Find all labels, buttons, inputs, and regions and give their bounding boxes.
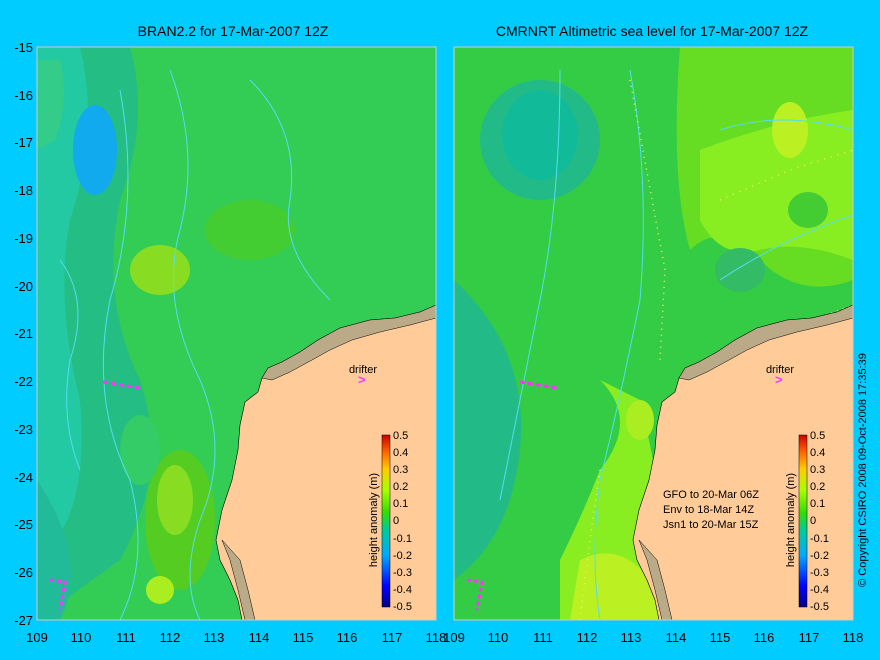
left-colorbar: 0.5 0.4 0.3 0.2 0.1 0 -0.1 -0.2 -0.3 -0.… [368, 430, 412, 613]
left-x-tick: 118 [426, 630, 447, 645]
left-colorbar-tick: 0.1 [393, 498, 408, 510]
right-drifter-track-2 [466, 578, 484, 611]
left-low-anomaly [73, 105, 117, 195]
right-colorbar-tick: -0.4 [810, 584, 829, 596]
left-y-tick: -16 [14, 88, 33, 103]
satellite-info-jsn1: Jsn1 to 20-Mar 15Z [663, 519, 759, 531]
left-colorbar-tick: 0.4 [393, 447, 408, 459]
copyright-text: © Copyright CSIRO 2008 09-Oct-2008 17:35… [857, 353, 869, 587]
left-y-axis: -15 -16 -17 -18 -19 -20 -21 -22 -23 -24 … [14, 40, 33, 628]
left-y-tick: -15 [14, 40, 33, 55]
right-x-tick: 111 [533, 630, 553, 645]
left-drifter-label: drifter [349, 364, 377, 376]
left-drifter-track-1 [102, 380, 141, 390]
left-colorbar-tick: 0 [393, 515, 399, 527]
left-x-tick: 117 [382, 630, 403, 645]
right-x-axis: 109 110 111 112 113 114 115 116 117 118 [443, 630, 863, 645]
right-x-tick: 117 [799, 630, 820, 645]
left-map-frame [36, 46, 437, 621]
left-colorbar-tick: 0.5 [393, 430, 408, 442]
left-drifter-arrow: > [358, 372, 366, 387]
left-drifter-track-2 [49, 578, 67, 611]
right-x-tick: 116 [754, 630, 775, 645]
satellite-info-gfo: GFO to 20-Mar 06Z [663, 489, 759, 501]
left-x-tick: 116 [337, 630, 358, 645]
right-drifter-arrow: > [775, 372, 783, 387]
right-colorbar-tick: 0.2 [810, 481, 825, 493]
right-colorbar-tick: 0 [810, 515, 816, 527]
right-colorbar-tick: -0.1 [810, 533, 829, 545]
left-colorbar-tick: 0.3 [393, 464, 408, 476]
left-map: > [37, 47, 436, 620]
left-y-tick: -24 [14, 470, 33, 485]
left-y-tick: -18 [14, 183, 33, 198]
right-x-tick: 113 [621, 630, 642, 645]
right-x-tick: 109 [443, 630, 465, 645]
right-drifter-track-1 [519, 380, 558, 390]
right-x-tick: 112 [577, 630, 598, 645]
satellite-info-env: Env to 18-Mar 14Z [663, 504, 754, 516]
left-x-tick: 115 [293, 630, 314, 645]
right-map-frame [453, 46, 854, 621]
left-y-tick: -26 [14, 565, 33, 580]
left-x-tick: 111 [116, 630, 136, 645]
right-colorbar-label: height anomaly (m) [785, 473, 797, 567]
right-high-anomaly [772, 102, 808, 158]
right-colorbar-tick: 0.4 [810, 447, 825, 459]
left-y-tick: -20 [14, 279, 33, 294]
left-x-axis: 109 110 111 112 113 114 115 116 117 118 [26, 630, 446, 645]
left-x-tick: 112 [160, 630, 181, 645]
left-panel-title: BRAN2.2 for 17-Mar-2007 12Z [138, 23, 329, 39]
right-x-tick: 114 [666, 630, 687, 645]
left-colorbar-tick: -0.1 [393, 533, 412, 545]
left-colorbar-label: height anomaly (m) [368, 473, 380, 567]
right-colorbar-tick: 0.3 [810, 464, 825, 476]
right-colorbar: 0.5 0.4 0.3 0.2 0.1 0 -0.1 -0.2 -0.3 -0.… [785, 430, 829, 613]
left-x-tick: 110 [71, 630, 92, 645]
right-x-tick: 110 [488, 630, 509, 645]
right-map: > [454, 47, 853, 620]
right-colorbar-tick: -0.5 [810, 601, 829, 613]
left-y-tick: -25 [14, 517, 33, 532]
left-colorbar-tick: -0.5 [393, 601, 412, 613]
right-x-tick: 118 [843, 630, 864, 645]
left-y-tick: -23 [14, 422, 33, 437]
right-panel-title: CMRNRT Altimetric sea level for 17-Mar-2… [496, 23, 809, 39]
left-y-tick: -19 [14, 231, 33, 246]
right-x-tick: 115 [710, 630, 731, 645]
right-colorbar-tick: -0.2 [810, 550, 829, 562]
left-x-tick: 114 [249, 630, 270, 645]
left-colorbar-scale [381, 434, 391, 608]
left-y-tick: -17 [14, 135, 33, 150]
left-y-tick: -22 [14, 374, 33, 389]
left-y-tick: -27 [14, 613, 33, 628]
right-colorbar-tick: -0.3 [810, 567, 829, 579]
left-x-tick: 109 [26, 630, 48, 645]
left-colorbar-tick: -0.3 [393, 567, 412, 579]
left-colorbar-tick: -0.2 [393, 550, 412, 562]
left-x-tick: 113 [204, 630, 225, 645]
right-colorbar-scale [798, 434, 808, 608]
right-colorbar-tick: 0.5 [810, 430, 825, 442]
left-colorbar-tick: 0.2 [393, 481, 408, 493]
right-colorbar-tick: 0.1 [810, 498, 825, 510]
left-colorbar-tick: -0.4 [393, 584, 412, 596]
left-y-tick: -21 [14, 326, 33, 341]
right-drifter-label: drifter [766, 364, 794, 376]
